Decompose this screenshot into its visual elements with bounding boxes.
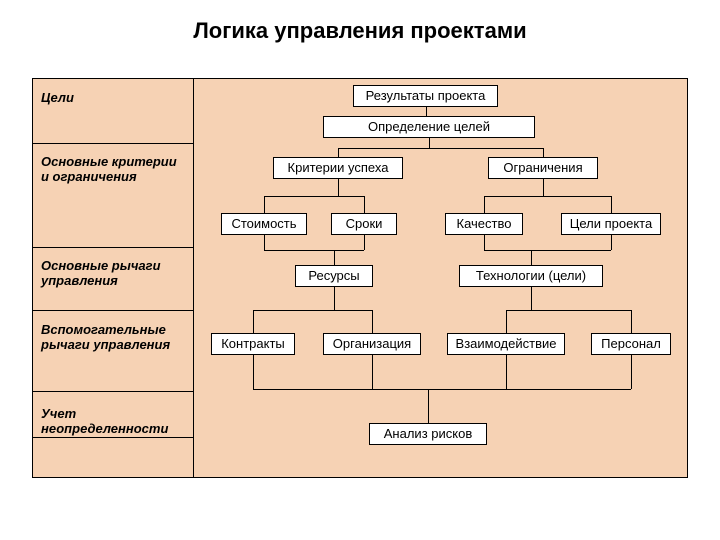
page: Логика управления проектами Цели Основные…	[0, 0, 720, 540]
node-criteria: Критерии успеха	[273, 157, 403, 179]
connector	[264, 196, 364, 197]
row-divider	[33, 143, 193, 144]
connector	[484, 235, 485, 250]
connector	[426, 107, 427, 116]
node-resources: Ресурсы	[295, 265, 373, 287]
row-label: Основные критерии и ограничения	[33, 149, 193, 191]
connector	[253, 355, 254, 389]
connector	[334, 250, 335, 265]
node-goals_def: Определение целей	[323, 116, 535, 138]
node-constraints: Ограничения	[488, 157, 598, 179]
connector	[531, 250, 532, 265]
node-quality: Качество	[445, 213, 523, 235]
connector	[428, 389, 429, 423]
node-results: Результаты проекта	[353, 85, 498, 107]
connector	[506, 355, 507, 389]
connector	[506, 310, 507, 333]
row-label: Вспомогательные рычаги управления	[33, 317, 193, 359]
connector	[543, 179, 544, 196]
connector	[484, 196, 485, 213]
row-divider	[33, 247, 193, 248]
connector	[372, 310, 373, 333]
row-divider	[33, 310, 193, 311]
connector	[334, 287, 335, 310]
connector	[531, 287, 532, 310]
page-title: Логика управления проектами	[0, 0, 720, 52]
connector	[253, 310, 254, 333]
connector	[338, 148, 543, 149]
connector	[484, 196, 611, 197]
connector	[543, 148, 544, 158]
connector	[631, 310, 632, 333]
row-label: Цели	[33, 85, 193, 112]
sidebar-divider	[193, 79, 194, 477]
diagram-area: Цели Основные критерии и ограничения Основ…	[32, 78, 688, 478]
connector	[338, 179, 339, 196]
connector	[429, 138, 430, 148]
connector	[484, 250, 611, 251]
node-interact: Взаимодействие	[447, 333, 565, 355]
node-time: Сроки	[331, 213, 397, 235]
connector	[264, 250, 364, 251]
row-divider	[33, 391, 193, 392]
connector	[611, 196, 612, 213]
node-proj_goals: Цели проекта	[561, 213, 661, 235]
connector	[611, 235, 612, 250]
connector	[338, 148, 339, 158]
connector	[264, 235, 265, 250]
connector	[631, 355, 632, 389]
connector	[364, 235, 365, 250]
node-org: Организация	[323, 333, 421, 355]
connector	[372, 355, 373, 389]
connector	[364, 196, 365, 213]
node-personnel: Персонал	[591, 333, 671, 355]
node-tech: Технологии (цели)	[459, 265, 603, 287]
connector	[253, 310, 372, 311]
connector	[264, 196, 265, 213]
node-cost: Стоимость	[221, 213, 307, 235]
row-label: Учет неопределенности	[33, 401, 193, 443]
node-risk: Анализ рисков	[369, 423, 487, 445]
connector	[253, 389, 631, 390]
row-label: Основные рычаги управления	[33, 253, 193, 295]
node-contracts: Контракты	[211, 333, 295, 355]
connector	[506, 310, 631, 311]
